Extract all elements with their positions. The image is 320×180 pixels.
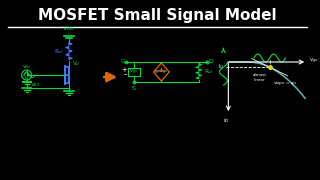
Text: MOSFET Small Signal Model: MOSFET Small Signal Model: [38, 8, 277, 22]
Text: v$_{in}$: v$_{in}$: [22, 63, 31, 71]
Text: D: D: [209, 58, 213, 64]
Text: G: G: [120, 58, 125, 64]
Text: -: -: [124, 71, 127, 80]
Text: almost
linear: almost linear: [253, 73, 267, 82]
Text: g$_m$v$_{gs}$: g$_m$v$_{gs}$: [155, 68, 168, 76]
Text: V$_d$: V$_d$: [72, 60, 80, 68]
Text: v$_{gs}$: v$_{gs}$: [309, 56, 319, 66]
Text: R$_d$: R$_d$: [204, 68, 213, 76]
Text: R$_d$: R$_d$: [54, 48, 63, 57]
Text: +: +: [121, 67, 127, 73]
Text: i$_D$: i$_D$: [223, 116, 230, 125]
Text: S: S: [132, 86, 136, 91]
Text: V$_{B1}$: V$_{B1}$: [29, 81, 40, 89]
Text: V$_{DD}$: V$_{DD}$: [62, 24, 75, 33]
Text: slope = g$_m$: slope = g$_m$: [273, 79, 298, 87]
Text: v$_{gs}$: v$_{gs}$: [129, 67, 139, 77]
Text: I$_Q$: I$_Q$: [219, 63, 224, 72]
